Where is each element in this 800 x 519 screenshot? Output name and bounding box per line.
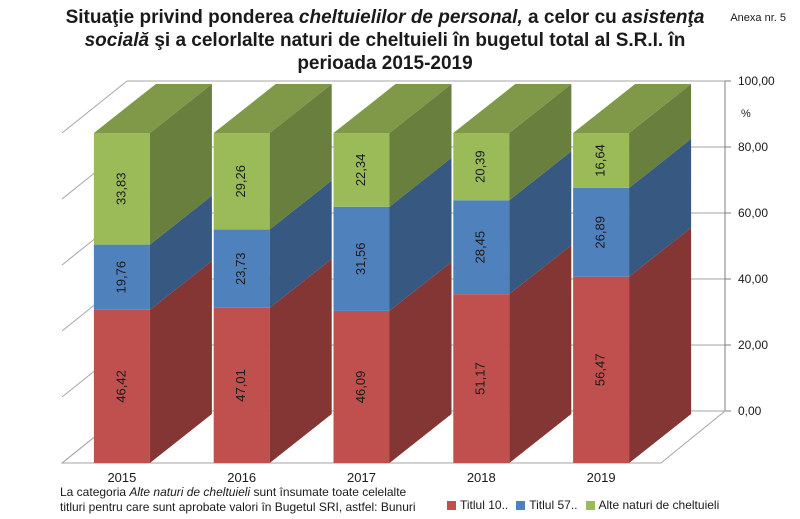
title-part-5: şi a celorlalte naturi de cheltuieli în … xyxy=(149,30,686,74)
bar-front-2015-s2 xyxy=(93,244,150,310)
data-label-2019-s2: 26,89 xyxy=(593,216,608,249)
y-unit-label: % xyxy=(741,108,751,120)
category-label-2018: 2018 xyxy=(467,470,496,485)
ytick-label-1: 20,00 xyxy=(738,338,768,352)
data-label-2016-s3: 29,26 xyxy=(233,165,248,198)
footnote: La categoria Alte naturi de cheltuieli s… xyxy=(60,485,420,515)
ytick-label-5: 100,00 xyxy=(738,74,775,88)
legend-swatch-series-1 xyxy=(447,500,456,510)
data-label-2017-s3: 22,34 xyxy=(353,154,368,187)
ytick-label-3: 60,00 xyxy=(738,206,768,220)
data-label-2017-s2: 31,56 xyxy=(353,243,368,276)
bar-front-2015-s1 xyxy=(93,309,150,463)
chart-labels: 46,42 19,76 33,83 2015 47,01 23,73 29,26 2016 46… xyxy=(107,144,615,485)
ytick-label-4: 80,00 xyxy=(738,140,768,154)
ytick-label-0: 0,00 xyxy=(738,404,762,418)
chart-title: Situaţie privind ponderea cheltuielilor … xyxy=(60,6,710,75)
category-label-2017: 2017 xyxy=(347,470,376,485)
bar-front-2019-s3 xyxy=(573,133,630,188)
bar-side-2019-s3 xyxy=(629,84,692,188)
footnote-part-1: La categoria xyxy=(60,485,130,499)
bar-top-2018 xyxy=(453,83,572,133)
data-label-2015-s3: 33,83 xyxy=(113,173,128,206)
legend-label-series-2: Titlul 57.. xyxy=(529,498,578,512)
data-label-2017-s1: 46,09 xyxy=(353,371,368,404)
bar-side-2015-s3 xyxy=(149,83,212,245)
category-label-2015: 2015 xyxy=(107,470,136,485)
title-part-2: cheltuielilor de personal, xyxy=(298,7,523,28)
legend-swatch-series-3 xyxy=(585,500,595,510)
bar-front-2017-s2 xyxy=(333,206,390,311)
bar-top-2019 xyxy=(573,84,692,133)
data-label-2016-s1: 47,01 xyxy=(233,369,248,402)
bar-front-2017-s3 xyxy=(333,133,390,207)
data-label-2015-s2: 19,76 xyxy=(113,261,128,294)
bar-side-2017-s3 xyxy=(389,84,452,207)
category-label-2019: 2019 xyxy=(587,470,616,485)
bar-front-2016-s2 xyxy=(213,229,270,308)
bar-side-2018-s3 xyxy=(509,83,572,201)
legend-label-series-1: Titlul 10.. xyxy=(460,498,509,512)
bar-side-2017-s1 xyxy=(389,261,452,463)
bar-front-2017-s1 xyxy=(333,310,390,463)
bar-side-2019-s2 xyxy=(629,138,692,277)
legend-swatch-series-2 xyxy=(516,500,526,510)
data-label-2018-s1: 51,17 xyxy=(473,362,488,395)
bar-side-2018-s2 xyxy=(509,151,572,295)
bar-front-2015-s3 xyxy=(93,132,150,245)
bar-top-2017 xyxy=(333,84,452,134)
bar-front-2018-s2 xyxy=(453,200,510,295)
legend-item-series-2: Titlul 57.. xyxy=(516,498,578,512)
bar-front-2018-s3 xyxy=(453,132,510,201)
annex-label: Anexa nr. 5 xyxy=(730,12,786,24)
legend-item-series-1: Titlul 10.. xyxy=(447,498,508,512)
bar-side-2016-s3 xyxy=(269,84,332,230)
data-label-2015-s1: 46,42 xyxy=(113,370,128,403)
legend: Titlul 10.. Titlul 57.. Alte naturi de c… xyxy=(447,498,719,512)
bar-side-2015-s2 xyxy=(149,195,212,310)
bar-top-2015 xyxy=(93,83,212,133)
gridline-side-5 xyxy=(61,80,128,134)
data-label-2019-s1: 56,47 xyxy=(593,354,608,387)
category-label-2016: 2016 xyxy=(227,470,256,485)
chart-bars xyxy=(93,83,692,463)
bar-side-2018-s1 xyxy=(509,245,572,463)
legend-label-series-3: Alte naturi de cheltuieli xyxy=(598,498,720,512)
title-part-3: a celor cu xyxy=(522,7,623,28)
title-part-4: asistenţa socială xyxy=(84,7,705,51)
bar-front-2016-s1 xyxy=(213,307,270,463)
bar-front-2018-s1 xyxy=(453,294,510,463)
data-label-2018-s3: 20,39 xyxy=(473,150,488,183)
footnote-part-2: sunt însumate toate celelalte titluri pe… xyxy=(60,485,416,514)
title-part-1: Situaţie privind ponderea xyxy=(65,7,299,28)
data-label-2018-s2: 28,45 xyxy=(473,231,488,264)
bar-side-2016-s1 xyxy=(269,258,332,463)
bar-side-2016-s2 xyxy=(269,180,332,308)
bar-front-2019-s2 xyxy=(573,187,630,277)
footnote-italic: Alte naturi de cheltuieli xyxy=(129,485,251,499)
legend-item-series-3: Alte naturi de cheltuieli xyxy=(585,498,720,512)
bar-side-2017-s2 xyxy=(389,157,452,311)
data-label-2019-s3: 16,64 xyxy=(593,144,608,177)
bar-front-2016-s3 xyxy=(213,133,270,230)
bar-top-2016 xyxy=(213,84,332,133)
bar-front-2019-s1 xyxy=(573,276,630,463)
bar-side-2015-s1 xyxy=(149,260,212,463)
ytick-label-2: 40,00 xyxy=(738,272,768,286)
data-label-2016-s2: 23,73 xyxy=(233,252,248,285)
bar-side-2019-s1 xyxy=(629,227,692,463)
